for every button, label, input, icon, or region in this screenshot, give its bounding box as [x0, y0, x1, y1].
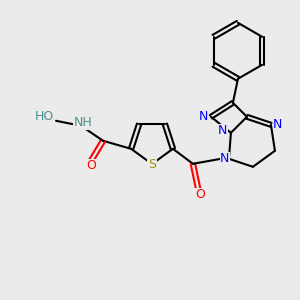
- Text: N: N: [273, 118, 283, 131]
- Text: O: O: [195, 188, 205, 201]
- Text: HO: HO: [34, 110, 54, 123]
- Text: S: S: [148, 158, 156, 170]
- Text: N: N: [218, 124, 228, 137]
- Text: N: N: [199, 110, 208, 123]
- Text: NH: NH: [74, 116, 92, 129]
- Text: N: N: [220, 152, 230, 165]
- Text: O: O: [86, 159, 96, 172]
